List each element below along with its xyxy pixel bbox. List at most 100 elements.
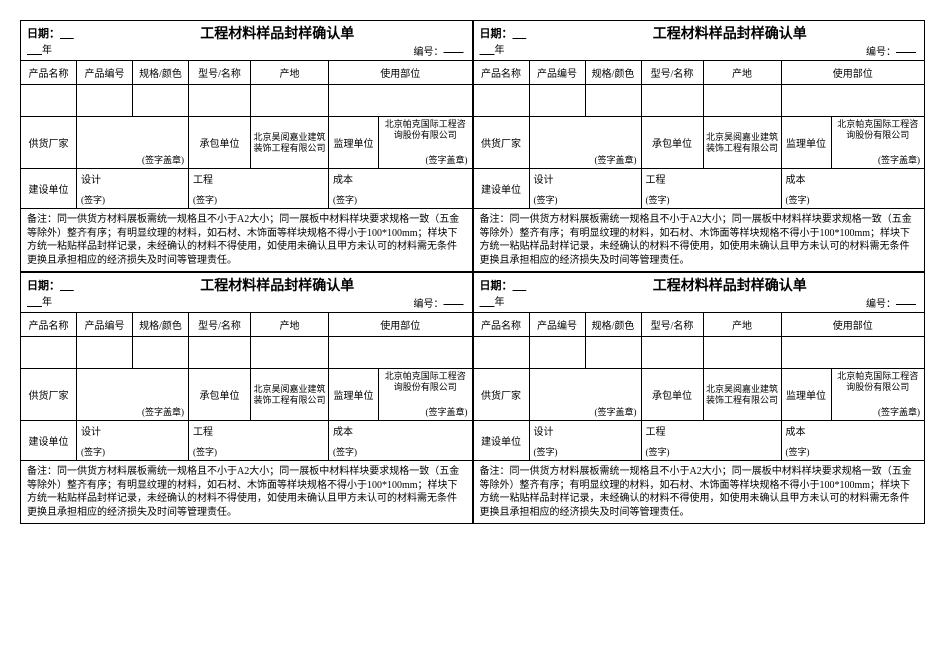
supervisor-company: 北京帕克国际工程咨询股份有限公司(签字盖章)	[832, 117, 925, 168]
val-spec[interactable]	[133, 85, 189, 116]
hdr-product-code: 产品编号	[530, 313, 586, 336]
builder-label: 建设单位	[21, 421, 77, 460]
year-suffix: 年	[495, 45, 505, 56]
supervisor-company: 北京帕克国际工程咨询股份有限公司(签字盖章)	[379, 369, 472, 420]
hdr-origin: 产地	[704, 61, 782, 84]
val-origin[interactable]	[704, 85, 782, 116]
hdr-model: 型号/名称	[189, 313, 251, 336]
val-usage[interactable]	[782, 337, 925, 368]
val-spec[interactable]	[586, 85, 642, 116]
builder-row: 建设单位 设计(签字) 工程(签字) 成本(签字)	[474, 169, 925, 209]
hdr-product-code: 产品编号	[530, 61, 586, 84]
hdr-origin: 产地	[251, 61, 329, 84]
serial-label: 编号：	[414, 43, 444, 58]
supervisor-label: 监理单位	[329, 117, 379, 168]
hdr-model: 型号/名称	[642, 313, 704, 336]
val-model[interactable]	[642, 85, 704, 116]
date-label: 日期：	[480, 28, 513, 40]
contractor-label: 承包单位	[642, 117, 704, 168]
supplier-row: 供货厂家 (签字盖章) 承包单位 北京昊阅嘉业建筑装饰工程有限公司 监理单位 北…	[21, 117, 472, 169]
val-product-code[interactable]	[77, 85, 133, 116]
val-model[interactable]	[189, 85, 251, 116]
eng-cell[interactable]: 工程(签字)	[642, 169, 782, 208]
val-usage[interactable]	[329, 337, 472, 368]
val-origin[interactable]	[251, 337, 329, 368]
hdr-spec: 规格/颜色	[586, 313, 642, 336]
val-product-name[interactable]	[474, 337, 530, 368]
val-usage[interactable]	[329, 85, 472, 116]
val-product-code[interactable]	[530, 337, 586, 368]
val-spec[interactable]	[586, 337, 642, 368]
header-row: 产品名称 产品编号 规格/颜色 型号/名称 产地 使用部位	[474, 313, 925, 337]
date-cell: 日期： 年	[21, 21, 83, 60]
date-label: 日期：	[27, 28, 60, 40]
data-row	[474, 337, 925, 369]
hdr-spec: 规格/颜色	[586, 61, 642, 84]
eng-cell[interactable]: 工程(签字)	[642, 421, 782, 460]
hdr-product-name: 产品名称	[21, 61, 77, 84]
form-3: 日期： 年 工程材料样品封样确认单 编号： 产品名称 产品编号 规格/颜色 型号…	[20, 272, 473, 524]
design-cell[interactable]: 设计(签字)	[530, 421, 642, 460]
cost-cell[interactable]: 成本(签字)	[782, 169, 925, 208]
title-row: 日期： 年 工程材料样品封样确认单 编号：	[21, 20, 472, 61]
form-1: 日期： 年 工程材料样品封样确认单 编号： 产品名称 产品编号 规格/颜色 型号…	[20, 20, 473, 272]
notes: 备注：同一供货方材料展板需统一规格且不小于A2大小；同一展板中材料样块要求规格一…	[474, 209, 925, 272]
builder-row: 建设单位 设计(签字) 工程(签字) 成本(签字)	[21, 169, 472, 209]
val-product-code[interactable]	[77, 337, 133, 368]
design-cell[interactable]: 设计(签字)	[77, 421, 189, 460]
val-spec[interactable]	[133, 337, 189, 368]
supervisor-label: 监理单位	[782, 117, 832, 168]
supervisor-company: 北京帕克国际工程咨询股份有限公司(签字盖章)	[832, 369, 925, 420]
form-2: 日期： 年 工程材料样品封样确认单 编号： 产品名称 产品编号 规格/颜色 型号…	[473, 20, 926, 272]
val-origin[interactable]	[251, 85, 329, 116]
hdr-product-name: 产品名称	[474, 313, 530, 336]
val-product-name[interactable]	[474, 85, 530, 116]
serial-label: 编号：	[866, 295, 896, 310]
eng-cell[interactable]: 工程(签字)	[189, 421, 329, 460]
form-title: 工程材料样品封样确认单 编号：	[536, 273, 925, 312]
serial-label: 编号：	[866, 43, 896, 58]
supplier-sign[interactable]: (签字盖章)	[77, 369, 189, 420]
hdr-usage: 使用部位	[782, 313, 925, 336]
supplier-row: 供货厂家 (签字盖章) 承包单位 北京昊阅嘉业建筑装饰工程有限公司 监理单位 北…	[21, 369, 472, 421]
form-title: 工程材料样品封样确认单 编号：	[83, 21, 472, 60]
contractor-company: 北京昊阅嘉业建筑装饰工程有限公司	[251, 117, 329, 168]
cost-cell[interactable]: 成本(签字)	[329, 421, 472, 460]
hdr-model: 型号/名称	[189, 61, 251, 84]
contractor-company: 北京昊阅嘉业建筑装饰工程有限公司	[251, 369, 329, 420]
hdr-spec: 规格/颜色	[133, 61, 189, 84]
header-row: 产品名称 产品编号 规格/颜色 型号/名称 产地 使用部位	[21, 61, 472, 85]
data-row	[21, 85, 472, 117]
design-cell[interactable]: 设计(签字)	[77, 169, 189, 208]
supervisor-label: 监理单位	[782, 369, 832, 420]
builder-label: 建设单位	[474, 169, 530, 208]
val-product-code[interactable]	[530, 85, 586, 116]
hdr-origin: 产地	[704, 313, 782, 336]
forms-grid: 日期： 年 工程材料样品封样确认单 编号： 产品名称 产品编号 规格/颜色 型号…	[20, 20, 925, 524]
builder-row: 建设单位 设计(签字) 工程(签字) 成本(签字)	[21, 421, 472, 461]
supplier-sign[interactable]: (签字盖章)	[530, 369, 642, 420]
title-row: 日期： 年 工程材料样品封样确认单 编号：	[474, 272, 925, 313]
contractor-company: 北京昊阅嘉业建筑装饰工程有限公司	[704, 117, 782, 168]
supplier-sign[interactable]: (签字盖章)	[530, 117, 642, 168]
cost-cell[interactable]: 成本(签字)	[782, 421, 925, 460]
hdr-model: 型号/名称	[642, 61, 704, 84]
date-cell: 日期： 年	[21, 273, 83, 312]
notes: 备注：同一供货方材料展板需统一规格且不小于A2大小；同一展板中材料样块要求规格一…	[21, 461, 472, 524]
hdr-usage: 使用部位	[329, 313, 472, 336]
hdr-origin: 产地	[251, 313, 329, 336]
header-row: 产品名称 产品编号 规格/颜色 型号/名称 产地 使用部位	[21, 313, 472, 337]
val-origin[interactable]	[704, 337, 782, 368]
supplier-sign[interactable]: (签字盖章)	[77, 117, 189, 168]
supervisor-company: 北京帕克国际工程咨询股份有限公司(签字盖章)	[379, 117, 472, 168]
header-row: 产品名称 产品编号 规格/颜色 型号/名称 产地 使用部位	[474, 61, 925, 85]
val-model[interactable]	[189, 337, 251, 368]
cost-cell[interactable]: 成本(签字)	[329, 169, 472, 208]
supplier-row: 供货厂家 (签字盖章) 承包单位 北京昊阅嘉业建筑装饰工程有限公司 监理单位 北…	[474, 117, 925, 169]
val-model[interactable]	[642, 337, 704, 368]
val-usage[interactable]	[782, 85, 925, 116]
eng-cell[interactable]: 工程(签字)	[189, 169, 329, 208]
val-product-name[interactable]	[21, 337, 77, 368]
design-cell[interactable]: 设计(签字)	[530, 169, 642, 208]
val-product-name[interactable]	[21, 85, 77, 116]
